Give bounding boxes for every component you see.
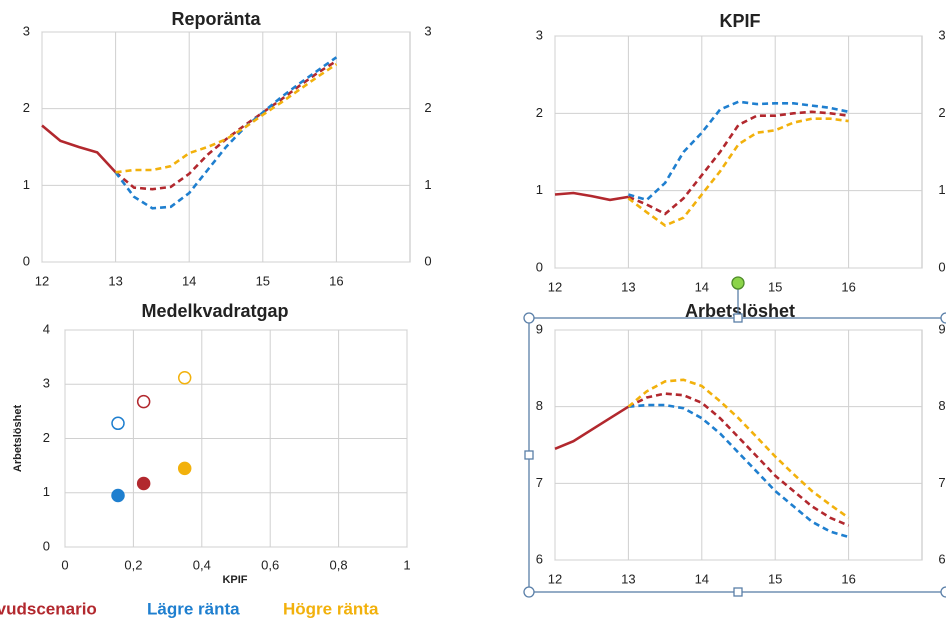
y2-tick-label: 7 [938,475,945,490]
y-tick-label: 6 [536,551,543,566]
x-tick-label: 16 [841,571,855,586]
chart-title: Arbetslöshet [685,301,795,321]
series-line [627,110,849,216]
chart-title: Reporänta [171,9,261,29]
resize-handle[interactable] [940,586,946,598]
x-tick-label: 16 [841,279,855,294]
y2-tick-label: 9 [938,321,945,336]
x-tick-label: 0,4 [193,557,211,572]
y-tick-label: 0 [536,259,543,274]
scatter-point [136,394,151,409]
series-line [628,100,849,202]
series-line [627,117,849,227]
y-tick-label: 0 [43,538,50,553]
series-line [114,56,338,210]
chart-title: Medelkvadratgap [141,301,288,321]
rotate-handle[interactable] [731,276,745,290]
y2-tick-label: 3 [938,27,945,42]
resize-handle[interactable] [523,586,535,598]
scatter-point [111,416,125,431]
x-axis-label: KPIF [222,574,247,586]
y-tick-label: 1 [23,177,30,192]
resize-handle[interactable] [523,312,535,324]
x-tick-label: 0,2 [124,557,142,572]
y2-tick-label: 2 [938,105,945,120]
legend-entry: Lägre ränta [147,599,240,618]
x-tick-label: 12 [35,273,49,288]
selection-frame [523,276,946,598]
scatter-point [111,488,125,503]
x-tick-label: 12 [548,571,562,586]
y2-tick-label: 2 [424,100,431,115]
resize-handle[interactable] [940,312,946,324]
y-tick-label: 0 [23,253,30,268]
resize-handle[interactable] [733,587,743,597]
x-tick-label: 15 [256,273,270,288]
x-tick-label: 0,6 [261,557,279,572]
x-tick-label: 15 [768,571,782,586]
chart-title: KPIF [719,11,760,31]
y-tick-label: 7 [536,475,543,490]
y-tick-label: 9 [536,321,543,336]
series-line [554,405,630,451]
x-tick-label: 13 [108,273,122,288]
y2-tick-label: 1 [938,182,945,197]
y-tick-label: 1 [43,484,50,499]
y2-tick-label: 0 [938,259,945,274]
series-line [41,124,117,174]
y-tick-label: 3 [536,27,543,42]
y-tick-label: 2 [23,100,30,115]
y-tick-label: 1 [536,182,543,197]
legend-entry: Huvudscenario [0,599,97,618]
plot-area [554,329,923,561]
x-tick-label: 0,8 [330,557,348,572]
y-tick-label: 2 [43,430,50,445]
x-tick-label: 13 [621,571,635,586]
y-tick-label: 3 [43,376,50,391]
scatter-point [177,461,192,476]
x-tick-label: 14 [182,273,196,288]
x-tick-label: 13 [621,279,635,294]
series-line [554,191,629,202]
y-tick-label: 2 [536,105,543,120]
y-tick-label: 8 [536,398,543,413]
series-line [627,378,850,519]
legend-entry: Högre ränta [283,599,379,618]
series-line [114,59,338,191]
x-tick-label: 16 [329,273,343,288]
x-tick-label: 12 [548,279,562,294]
y2-tick-label: 8 [938,398,945,413]
y2-tick-label: 0 [424,253,431,268]
y2-tick-label: 3 [424,23,431,38]
y-axis-label: Arbetslöshet [12,405,24,473]
x-tick-label: 15 [768,279,782,294]
resize-handle[interactable] [524,450,534,460]
y2-tick-label: 6 [938,551,945,566]
resize-handle[interactable] [733,313,743,323]
x-tick-label: 0 [61,557,68,572]
y-tick-label: 4 [43,321,50,336]
scatter-point [177,370,192,385]
y-tick-label: 3 [23,23,30,38]
y2-tick-label: 1 [424,177,431,192]
scatter-point [136,476,151,491]
x-tick-label: 14 [695,279,709,294]
x-tick-label: 14 [695,571,709,586]
x-tick-label: 1 [403,557,410,572]
plot-area [554,35,923,269]
